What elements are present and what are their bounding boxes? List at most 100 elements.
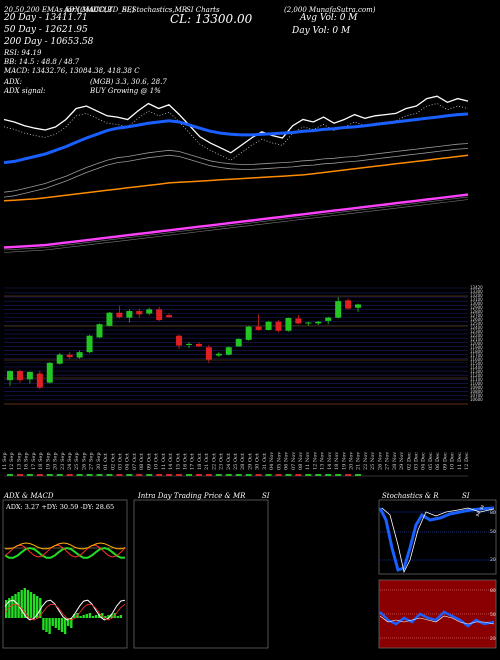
adx-label: ADX: (4, 78, 23, 86)
volume-bar (96, 474, 103, 476)
volume-bar (325, 474, 332, 476)
volume-bar (146, 474, 153, 476)
minus-di-line (4, 544, 126, 558)
price-tick-label: 10900 (470, 385, 483, 390)
band-lower-line (3, 143, 469, 193)
macd-histogram-bar (29, 592, 33, 618)
x-date-label: 04 Nov (269, 452, 275, 470)
avg-vol-label: Avg Vol: 0 M (300, 13, 358, 23)
macd-histogram-bar (98, 614, 101, 618)
x-date-label: 16 Oct (182, 453, 188, 470)
x-date-label: 01 Oct (103, 453, 109, 470)
macd-histogram-bar (14, 594, 17, 618)
x-date-label: 30 Sep (96, 452, 102, 470)
macd-histogram-bar (101, 613, 104, 618)
volume-bar (126, 474, 133, 476)
x-date-label: 25 Oct (233, 453, 239, 470)
x-date-label: 12 Nov (312, 452, 318, 470)
volume-bar (335, 474, 342, 476)
volume-bar (26, 474, 33, 476)
main-price-chart: 1342013300132001310013000129001280012700… (2, 95, 483, 477)
candle-down (136, 311, 143, 315)
macd-histogram-bar (119, 615, 123, 618)
macd-histogram-bar (85, 614, 88, 618)
x-date-label: 22 Nov (363, 452, 369, 470)
x-date-label: 05 Dec (428, 452, 434, 470)
macd-line (4, 599, 126, 621)
macd-histogram-bar (36, 596, 39, 618)
price-tick-label: 11900 (470, 345, 483, 350)
price-tick-label: 13420 (470, 285, 483, 290)
macd-histogram-bar (67, 618, 70, 626)
day-vol-label: Day Vol: 0 M (292, 26, 351, 36)
macd-histogram-bar (23, 588, 26, 618)
x-date-label: 28 Nov (392, 452, 398, 470)
candle-up (146, 309, 153, 314)
volume-bar (156, 474, 163, 476)
candle-up (186, 343, 192, 345)
volume-bar (225, 474, 232, 476)
header-text-a: 20,50,200 EMAs for (4, 6, 78, 14)
x-date-label: 21 Nov (356, 452, 362, 470)
price-tick-label: 12600 (470, 317, 483, 322)
macd-histogram-bar (20, 590, 23, 618)
x-date-label: 29 Oct (247, 453, 253, 470)
macd-histogram-bar (88, 613, 92, 618)
stoch-panel-frame (378, 499, 497, 575)
candle-down (166, 315, 173, 318)
x-date-label: 06 Dec (435, 452, 441, 470)
intra-panel-si: SI (262, 492, 270, 500)
candle-up (235, 339, 242, 347)
price-tick-label: 10700 (470, 393, 483, 398)
adx-values: (MGB) 3.3, 30.6, 28.7 (90, 78, 167, 86)
price-tick-label: 12400 (470, 325, 483, 330)
price-tick-label: 12100 (470, 337, 483, 342)
macd-histogram-bar (17, 592, 20, 618)
macd-histogram-bar (70, 618, 73, 628)
candle-down (156, 309, 163, 321)
macd-histogram-bar (60, 618, 64, 632)
candle-up (285, 318, 292, 331)
x-date-label: 30 Oct (255, 453, 261, 470)
price-tick-label: 12900 (470, 305, 483, 310)
macd-histogram-bar (45, 618, 48, 632)
x-date-label: 12 Dec (464, 452, 470, 470)
x-date-label: 19 Sep (45, 452, 51, 470)
x-date-label: 10 Oct (154, 453, 160, 470)
candle-down (195, 343, 202, 347)
adx-panel-frame (2, 499, 128, 649)
x-date-label: 14 Oct (168, 453, 174, 470)
candle-up (215, 353, 222, 356)
header-line1e: (2,000 MunafaSutra.com) (284, 6, 376, 14)
x-date-label: 26 Sep (81, 452, 87, 470)
x-date-label: 27 Nov (385, 452, 391, 470)
x-date-label: 16 Sep (24, 452, 30, 470)
candle-down (255, 326, 262, 330)
macd-histogram-bar (94, 615, 98, 618)
volume-bar (355, 474, 362, 476)
stoch-value-note: 94, 94 (475, 504, 486, 518)
price-tick-label: 13300 (470, 289, 483, 294)
x-date-label: 08 Nov (298, 452, 304, 470)
candle-down (176, 335, 183, 346)
macd-histogram-bar (11, 596, 14, 618)
stoch-d-line (381, 507, 495, 574)
price-tick-label: 11300 (470, 369, 483, 374)
macd-histogram-bar (32, 594, 36, 618)
candle-up (335, 301, 342, 318)
macd-histogram-bar (76, 613, 79, 618)
candle-up (315, 321, 322, 324)
price-line (3, 95, 469, 154)
candle-up (355, 304, 362, 308)
intra-panel-title: Intra Day Trading Price & MR (138, 492, 246, 500)
price-tick-label: 13000 (470, 301, 483, 306)
stoch-tick-label: 20 (490, 557, 496, 563)
header-line1d: SI Charts (186, 6, 220, 14)
mrsi-line (379, 610, 495, 628)
volume-bar (136, 474, 143, 476)
x-date-label: 14 Nov (327, 452, 333, 470)
x-date-label: 17 Oct (190, 453, 196, 470)
volume-bar (235, 474, 242, 476)
mrsi-tick-label: 50 (490, 612, 496, 618)
x-date-label: 07 Nov (291, 452, 297, 470)
